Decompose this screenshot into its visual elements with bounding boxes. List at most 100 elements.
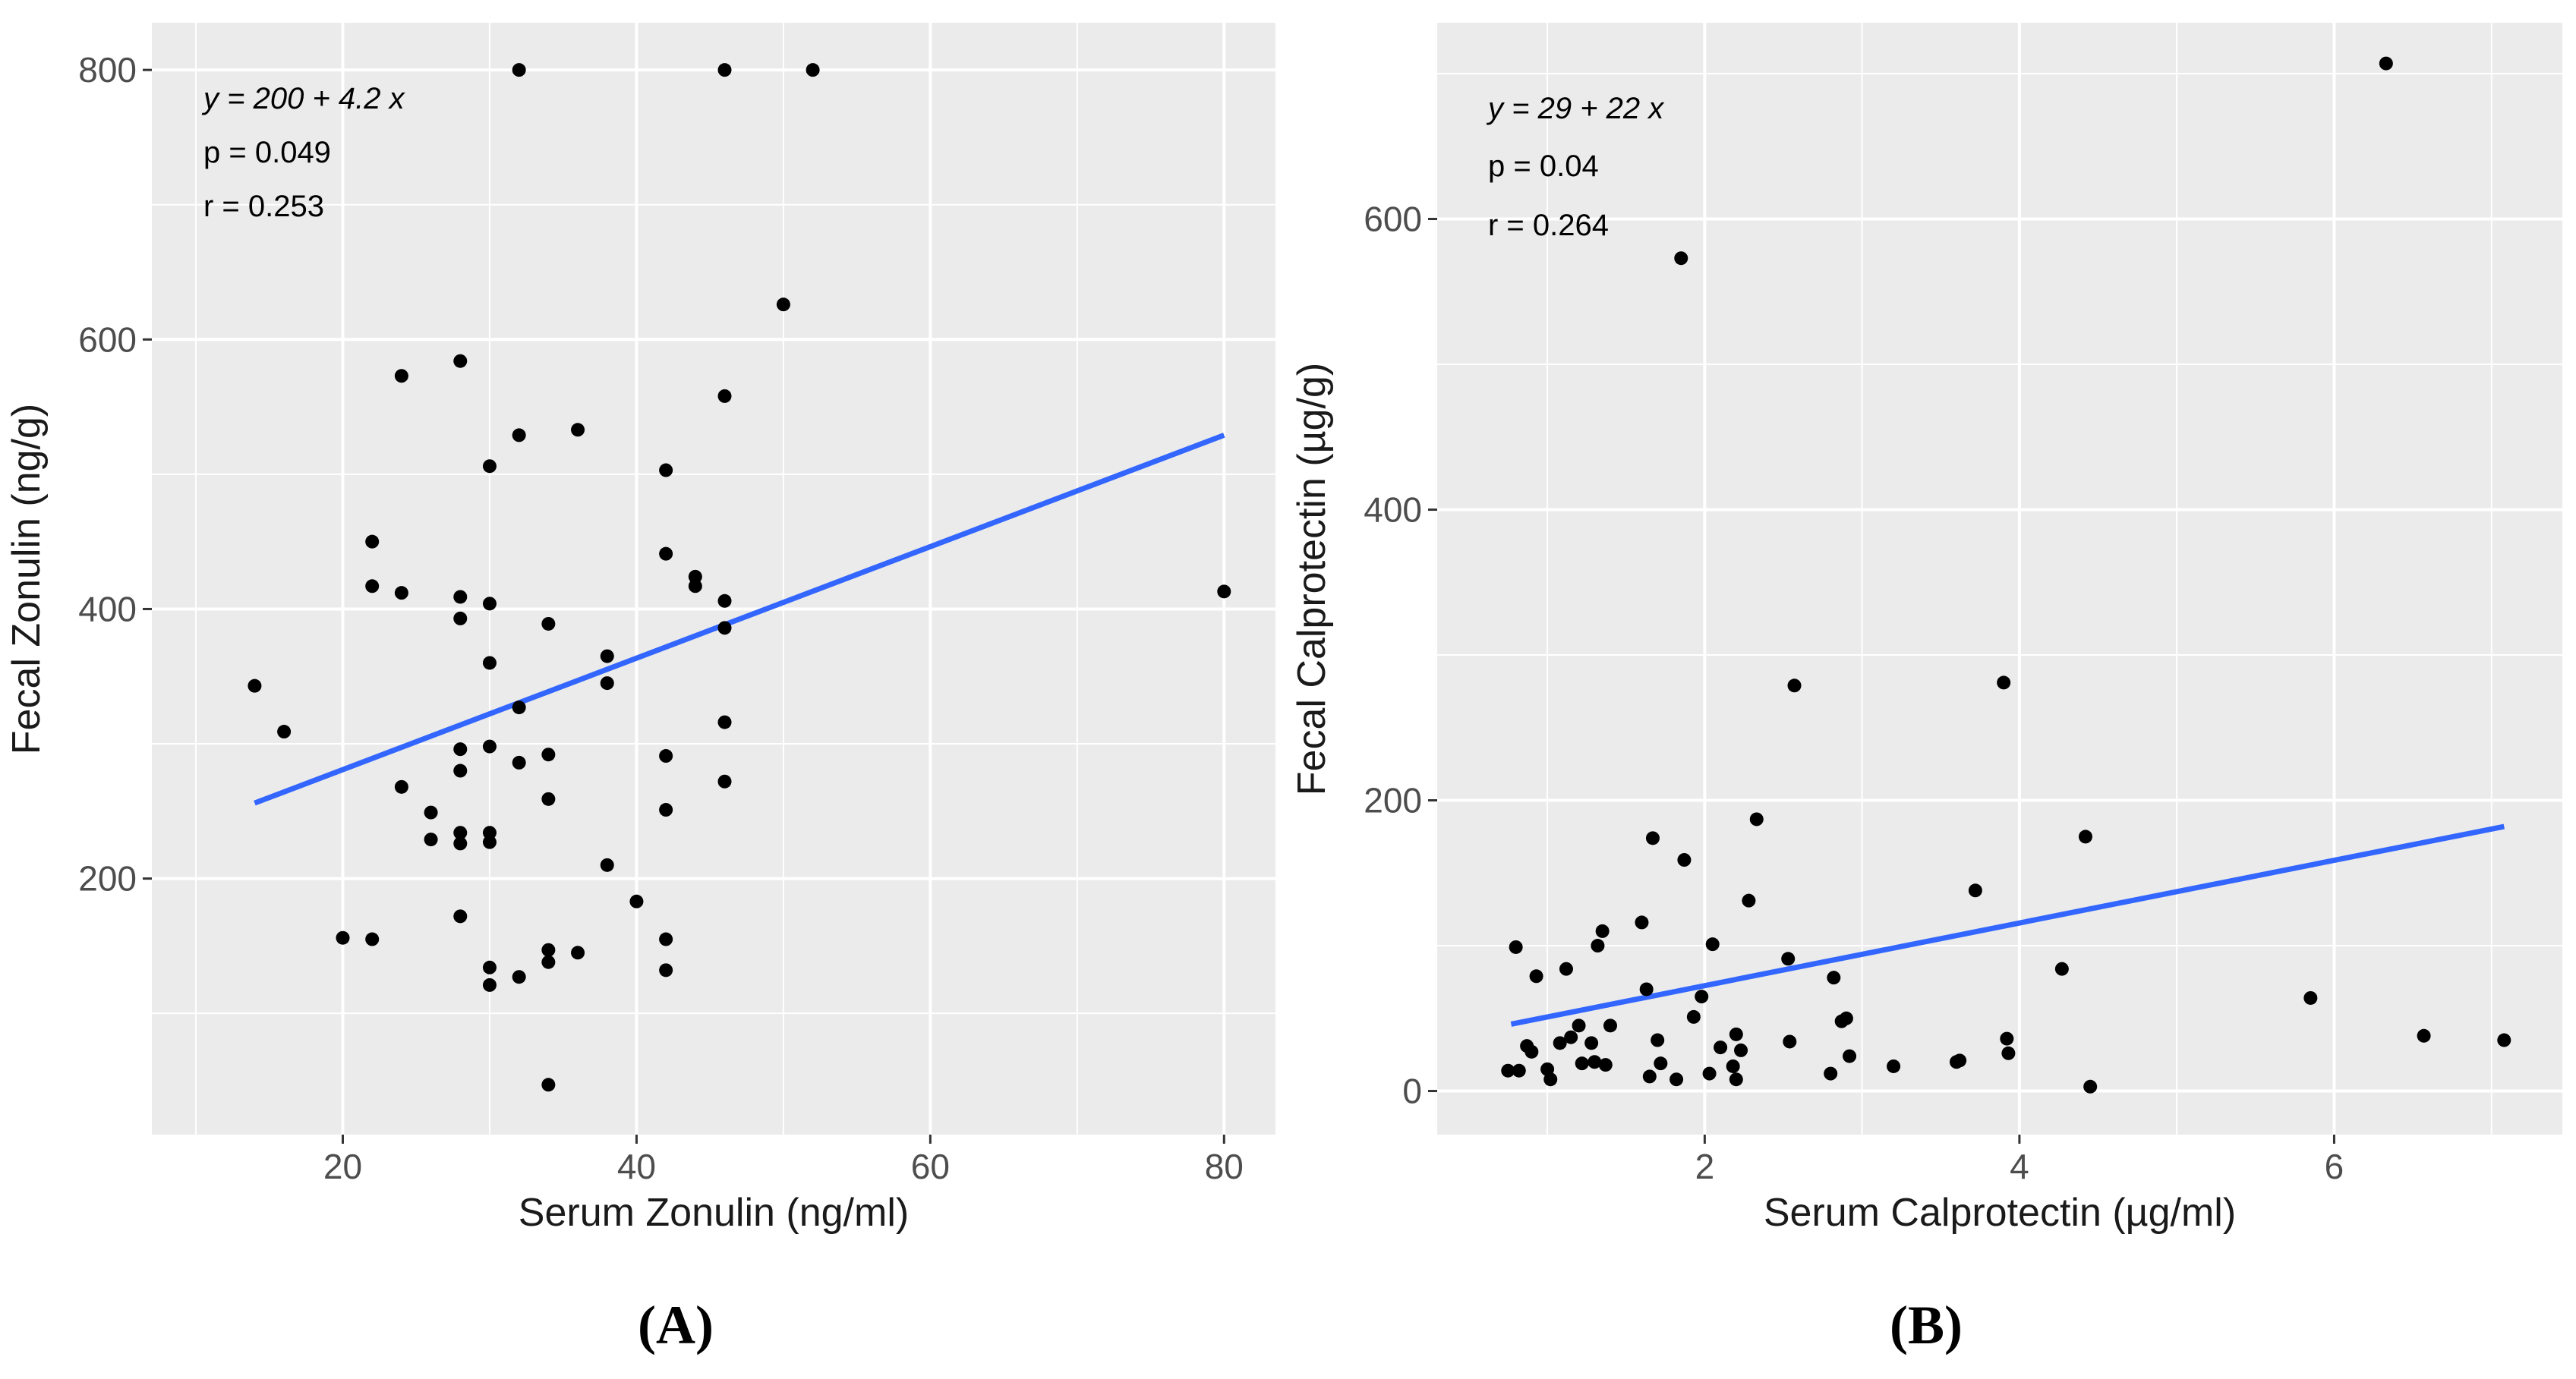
data-point <box>1695 990 1709 1004</box>
data-point <box>1686 1009 1701 1024</box>
data-point <box>2001 1046 2016 1060</box>
y-tick-label: 200 <box>1364 781 1422 820</box>
data-point <box>541 955 556 969</box>
axis-ticks: 20 40 60 80 200 400 600 800 <box>78 50 1244 1186</box>
data-point <box>717 593 732 608</box>
data-point <box>776 298 790 312</box>
axis-ticks: 2 4 6 0 200 400 600 <box>1364 200 2344 1186</box>
data-point <box>248 678 262 693</box>
p-value: p = 0.049 <box>203 136 331 169</box>
data-point <box>2083 1079 2098 1094</box>
y-tick-label: 600 <box>1364 200 1422 239</box>
data-point <box>659 932 673 946</box>
data-point <box>1639 982 1654 996</box>
data-point <box>717 63 732 77</box>
data-point <box>2000 1031 2014 1046</box>
data-point <box>365 579 380 593</box>
data-point <box>394 779 408 794</box>
data-points <box>1501 56 2511 1094</box>
regression-line-group <box>1510 823 2505 1027</box>
data-point <box>717 715 732 729</box>
y-tick-label: 0 <box>1402 1072 1422 1111</box>
data-point <box>2417 1028 2431 1043</box>
data-point <box>1705 937 1720 952</box>
data-point <box>453 354 468 368</box>
regression-line <box>254 433 1225 806</box>
x-tick-label: 4 <box>2010 1147 2029 1186</box>
data-point <box>1572 1019 1586 1033</box>
data-point <box>1953 1053 1967 1068</box>
x-tick-label: 2 <box>1695 1147 1715 1186</box>
data-point <box>482 835 497 849</box>
data-point <box>424 805 438 820</box>
data-point <box>394 586 408 600</box>
panel-a: 20 40 60 80 200 400 600 800 y = 200 + 4.2 x p =… <box>5 23 1275 1355</box>
data-point <box>717 774 732 789</box>
data-point <box>453 611 468 625</box>
major-gridlines <box>152 23 1275 1135</box>
y-tick-label: 400 <box>78 589 137 628</box>
data-point <box>1603 1019 1617 1033</box>
data-point <box>453 826 468 840</box>
plot-background <box>1437 23 2562 1135</box>
data-point <box>512 755 526 770</box>
data-point <box>717 621 732 635</box>
data-point <box>659 546 673 561</box>
x-tick-label: 80 <box>1205 1147 1244 1186</box>
data-point <box>1729 1027 1743 1041</box>
data-point <box>1729 1072 1743 1087</box>
data-point <box>1553 1036 1567 1050</box>
data-point <box>541 748 556 762</box>
x-tick-label: 20 <box>323 1147 362 1186</box>
data-point <box>1645 831 1660 845</box>
panel-label: (B) <box>1890 1295 1963 1355</box>
data-point <box>482 826 497 840</box>
data-point <box>512 63 526 77</box>
data-point <box>453 909 468 924</box>
y-axis-label: Fecal Calprotectin (µg/g) <box>1290 363 1334 795</box>
data-point <box>571 946 585 960</box>
regression-equation: y = 200 + 4.2 x <box>201 82 406 115</box>
data-point <box>482 978 497 992</box>
data-point <box>659 963 673 978</box>
data-point <box>1591 939 1605 953</box>
data-point <box>2379 56 2393 71</box>
plot-background <box>152 23 1275 1135</box>
data-point <box>1968 883 1982 898</box>
data-point <box>1839 1011 1853 1025</box>
data-point <box>1674 251 1688 266</box>
data-point <box>453 742 468 757</box>
data-point <box>541 792 556 806</box>
data-point <box>482 597 497 611</box>
panel-label: (A) <box>638 1295 714 1355</box>
p-value: p = 0.04 <box>1488 150 1599 183</box>
x-axis-label: Serum Calprotectin (µg/ml) <box>1764 1191 2236 1235</box>
data-point <box>512 428 526 442</box>
data-point <box>1734 1043 1748 1057</box>
data-point <box>1827 971 1841 985</box>
data-point <box>571 423 585 437</box>
data-point <box>541 1078 556 1092</box>
data-point <box>1501 1063 1515 1078</box>
data-point <box>482 960 497 974</box>
data-point <box>600 858 614 872</box>
data-point <box>806 63 820 77</box>
y-tick-label: 800 <box>78 50 137 90</box>
x-axis-label: Serum Zonulin (ng/ml) <box>519 1191 909 1235</box>
data-point <box>1670 1072 1684 1087</box>
data-point <box>1654 1056 1668 1071</box>
data-point <box>1217 584 1231 599</box>
minor-gridlines <box>1437 23 2562 1135</box>
data-point <box>365 932 380 946</box>
data-point <box>1564 1030 1578 1044</box>
data-point <box>482 656 497 670</box>
data-point <box>1512 1063 1526 1078</box>
data-point <box>1749 812 1764 826</box>
data-point <box>1635 915 1649 930</box>
data-point <box>600 649 614 663</box>
x-tick-label: 60 <box>911 1147 950 1186</box>
panel-b: 2 4 6 0 200 400 600 y = 29 + 22 x p = 0.04 r =… <box>1290 23 2562 1355</box>
data-point <box>2078 830 2092 844</box>
data-point <box>2303 990 2318 1005</box>
